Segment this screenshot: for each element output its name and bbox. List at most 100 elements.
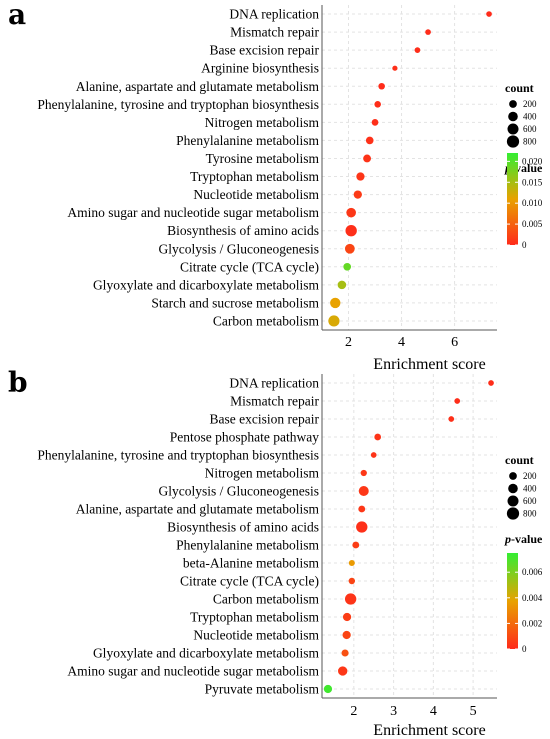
data-point	[363, 154, 371, 163]
size-legend-dot	[508, 483, 518, 494]
data-point	[414, 47, 421, 53]
data-point	[348, 577, 356, 585]
colorbar-tick-label: 0.020	[522, 156, 543, 166]
size-legend-label: 600	[523, 124, 537, 134]
size-legend-label: 200	[523, 99, 537, 109]
size-legend-dot	[507, 123, 519, 135]
pvalue-color-bar	[507, 153, 518, 245]
term-label: Nitrogen metabolism	[205, 115, 320, 130]
data-point	[348, 559, 355, 567]
data-point	[337, 280, 347, 290]
data-point	[425, 29, 431, 35]
term-label: Phenylalanine metabolism	[176, 538, 319, 553]
size-legend-label: 400	[523, 484, 537, 494]
data-point	[371, 119, 379, 126]
x-tick-label: 6	[451, 335, 458, 350]
term-label: Starch and sucrose metabolism	[151, 295, 319, 310]
x-tick-label: 3	[390, 704, 397, 719]
data-point	[448, 416, 455, 422]
term-label: Mismatch repair	[230, 25, 319, 40]
size-legend-label: 600	[523, 496, 537, 506]
data-point	[344, 243, 355, 254]
data-point	[330, 297, 341, 309]
data-point	[358, 486, 369, 496]
pvalue-title-p: p	[504, 532, 511, 546]
term-label: Tryptophan metabolism	[190, 610, 319, 625]
x-axis-title: Enrichment score	[373, 722, 485, 739]
term-label: Nitrogen metabolism	[205, 466, 320, 481]
data-point	[365, 136, 374, 145]
term-label: Base excision repair	[210, 43, 320, 58]
colorbar-tick-label: 0.006	[522, 567, 543, 577]
colorbar-tick-label: 0.015	[522, 177, 543, 187]
data-point	[488, 380, 494, 386]
size-legend-label: 200	[523, 471, 537, 481]
term-label: Phenylalanine, tyrosine and tryptophan b…	[37, 448, 319, 463]
term-label: Base excision repair	[210, 412, 320, 427]
term-label: Pyruvate metabolism	[205, 682, 320, 697]
size-legend-dot	[508, 111, 518, 122]
term-label: Carbon metabolism	[213, 592, 320, 607]
size-legend-label: 400	[523, 112, 537, 122]
size-legend-label: 800	[523, 137, 537, 147]
x-tick-label: 5	[470, 704, 477, 719]
size-legend-title: count	[505, 453, 534, 467]
pvalue-title-rest: -value	[511, 532, 543, 546]
colorbar-tick-label: 0	[522, 240, 527, 250]
term-label: Biosynthesis of amino acids	[167, 520, 319, 535]
term-label: Nucleotide metabolism	[193, 187, 319, 202]
term-label: DNA replication	[229, 7, 319, 22]
term-label: Glycolysis / Gluconeogenesis	[159, 484, 319, 499]
term-label: Glyoxylate and dicarboxylate metabolism	[93, 646, 320, 661]
term-label: Pentose phosphate pathway	[170, 430, 319, 445]
data-point	[374, 433, 382, 441]
panel-b-plot: 2 3 4 5 DNA replication Mismatch repair Base e…	[37, 374, 543, 739]
size-legend-dot	[506, 135, 520, 148]
pvalue-color-bar	[507, 553, 518, 649]
data-point	[358, 505, 366, 513]
x-tick-label: 4	[430, 704, 437, 719]
colorbar-tick-label: 0.002	[522, 618, 542, 628]
term-label: Alanine, aspartate and glutamate metabol…	[76, 502, 320, 517]
data-point	[374, 101, 381, 108]
data-point	[356, 521, 368, 533]
colorbar-tick-label: 0	[522, 644, 527, 654]
data-point	[486, 11, 492, 17]
data-point	[360, 469, 367, 477]
data-point	[323, 684, 333, 694]
term-label: DNA replication	[229, 376, 319, 391]
pvalue-legend-title: p-value	[504, 532, 543, 546]
x-axis-title: Enrichment score	[373, 356, 485, 373]
data-point	[353, 190, 362, 199]
data-point	[328, 315, 340, 327]
term-label: Glycolysis / Gluconeogenesis	[159, 241, 319, 256]
term-label: Amino sugar and nucleotide sugar metabol…	[67, 205, 319, 220]
size-legend-title: count	[505, 81, 534, 95]
term-label: Amino sugar and nucleotide sugar metabol…	[67, 664, 319, 679]
size-legend-label: 800	[523, 509, 537, 519]
term-label: Citrate cycle (TCA cycle)	[180, 259, 319, 274]
panel-label-b: b	[8, 366, 28, 399]
panel-label-a: a	[8, 0, 26, 31]
data-point	[338, 666, 348, 676]
term-label: Citrate cycle (TCA cycle)	[180, 574, 319, 589]
panel-a-plot: 2 4 6 DNA replication Mismatch repair Base ex…	[37, 5, 543, 373]
colorbar-tick-label: 0.010	[522, 198, 543, 208]
size-legend-dot	[507, 495, 519, 507]
data-point	[356, 172, 365, 181]
term-label: Phenylalanine, tyrosine and tryptophan b…	[37, 97, 319, 112]
x-tick-label: 2	[345, 335, 352, 350]
size-legend-dot	[509, 472, 517, 480]
data-point	[346, 207, 356, 218]
term-label: Biosynthesis of amino acids	[167, 223, 319, 238]
data-point	[454, 398, 461, 404]
term-label: Tryptophan metabolism	[190, 169, 319, 184]
data-point	[345, 225, 357, 237]
data-point	[341, 649, 349, 657]
colorbar-tick-label: 0.005	[522, 219, 543, 229]
size-legend-dot	[509, 100, 517, 108]
data-point	[352, 541, 360, 549]
term-label: beta-Alanine metabolism	[183, 556, 320, 571]
term-label: Carbon metabolism	[213, 313, 320, 328]
